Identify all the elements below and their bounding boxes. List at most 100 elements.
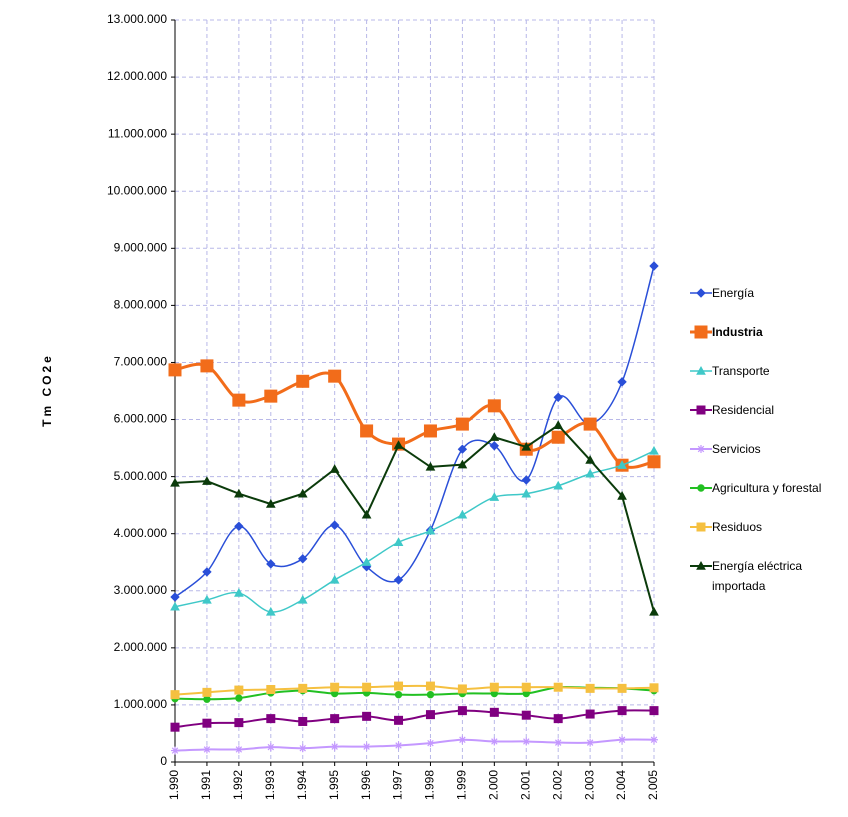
series-line <box>174 684 655 696</box>
point <box>489 432 500 441</box>
x-tick-label: 1.994 <box>295 770 309 800</box>
y-tick-label: 1.000.000 <box>114 697 168 711</box>
x-tick-label: 1.995 <box>327 770 341 800</box>
series-line <box>174 265 655 598</box>
point <box>266 559 276 569</box>
point <box>650 735 658 744</box>
x-tick-label: 1.998 <box>423 770 437 800</box>
point <box>647 455 661 469</box>
point <box>458 735 467 744</box>
point <box>426 690 435 699</box>
point <box>265 498 276 508</box>
x-tick-label: 2.004 <box>614 770 628 800</box>
point <box>489 707 499 717</box>
point <box>551 430 565 444</box>
y-tick-label: 5.000.000 <box>114 469 168 483</box>
point <box>266 685 276 695</box>
series-line <box>174 709 655 729</box>
y-tick-label: 12.000.000 <box>107 69 167 83</box>
x-tick-label: 1.997 <box>391 770 405 800</box>
point <box>202 567 212 577</box>
point <box>264 389 278 403</box>
point <box>202 687 212 697</box>
point <box>489 682 499 692</box>
point <box>521 710 531 720</box>
point <box>649 706 659 716</box>
point <box>168 363 182 377</box>
point <box>235 694 243 702</box>
point <box>234 521 244 531</box>
point <box>202 718 212 728</box>
point <box>362 711 372 721</box>
point <box>234 488 244 498</box>
point <box>297 488 308 498</box>
point <box>234 685 244 695</box>
point <box>362 682 372 692</box>
point <box>330 682 340 692</box>
point <box>554 738 563 747</box>
y-axis-title: Tm CO2e <box>40 353 54 427</box>
point <box>553 682 563 692</box>
x-tick-label: 2.005 <box>646 770 660 800</box>
x-tick-label: 2.000 <box>487 770 501 800</box>
x-tick-label: 2.001 <box>518 770 532 800</box>
legend-marker <box>696 288 706 298</box>
point <box>649 606 659 616</box>
point <box>202 476 212 485</box>
x-tick-label: 1.999 <box>455 770 469 800</box>
point <box>200 359 214 373</box>
point <box>394 681 404 691</box>
x-tick-label: 2.002 <box>550 770 564 800</box>
point <box>617 706 627 716</box>
point <box>617 377 627 387</box>
point <box>457 459 468 469</box>
y-tick-label: 4.000.000 <box>114 526 168 540</box>
point <box>328 369 342 383</box>
point <box>585 455 595 464</box>
point <box>266 743 275 752</box>
x-tick-label: 1.990 <box>167 770 181 800</box>
legend-marker <box>696 365 706 375</box>
point <box>234 718 244 728</box>
point <box>298 554 308 564</box>
point <box>617 683 627 693</box>
legend-marker <box>694 325 708 339</box>
y-tick-label: 10.000.000 <box>107 183 167 197</box>
point <box>425 681 435 691</box>
legend-label: Energía eléctrica importada <box>712 559 803 593</box>
point <box>329 574 340 584</box>
point <box>170 690 180 700</box>
point <box>361 557 372 566</box>
point <box>457 509 468 519</box>
legend-label: Servicios <box>712 442 761 456</box>
point <box>265 606 276 616</box>
y-tick-label: 8.000.000 <box>114 298 168 312</box>
point <box>232 393 246 407</box>
y-tick-label: 13.000.000 <box>107 12 167 26</box>
point <box>490 737 499 746</box>
point <box>586 738 595 747</box>
y-tick-label: 3.000.000 <box>114 583 168 597</box>
point <box>394 715 404 725</box>
point <box>170 477 180 487</box>
point <box>618 735 627 744</box>
legend-label: Residuos <box>712 520 763 534</box>
point <box>425 525 436 535</box>
point <box>425 461 436 471</box>
y-tick-label: 7.000.000 <box>114 355 168 369</box>
point <box>234 588 244 597</box>
point <box>649 261 659 271</box>
x-tick-label: 2.003 <box>582 770 596 800</box>
point <box>170 722 180 732</box>
legend-label: Residencial <box>712 403 775 417</box>
point <box>553 714 563 724</box>
point <box>234 745 243 754</box>
y-tick-label: 6.000.000 <box>114 412 168 426</box>
point <box>521 682 531 692</box>
legend-label: Agricultura y forestal <box>712 481 822 495</box>
point <box>522 737 531 746</box>
point <box>170 592 180 602</box>
point <box>298 744 307 753</box>
